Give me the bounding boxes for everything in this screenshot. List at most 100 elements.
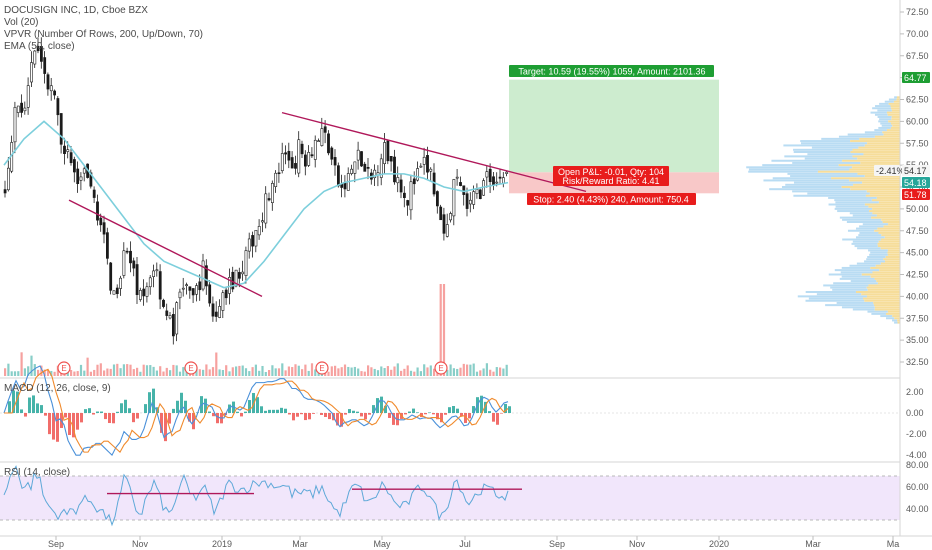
macd-histogram-bar xyxy=(452,406,455,413)
volume-bar xyxy=(330,366,333,376)
vpvr-row-up xyxy=(894,96,897,99)
macd-histogram-bar xyxy=(168,413,171,424)
vpvr-row-down xyxy=(864,203,900,206)
volume-bar xyxy=(159,366,162,376)
vpvr-row-down xyxy=(869,210,900,213)
vpvr-row-down xyxy=(877,227,900,230)
macd-histogram-bar xyxy=(112,413,115,424)
time-tick-label: Nov xyxy=(132,539,149,549)
volume-bar xyxy=(406,365,409,376)
macd-histogram-bar xyxy=(8,401,11,413)
macd-histogram-bar xyxy=(284,408,287,413)
candle-body xyxy=(323,126,327,133)
vpvr-row-down xyxy=(872,207,900,210)
macd-tick-label: 0.00 xyxy=(906,408,924,418)
indicator-ema[interactable]: EMA (50, close) xyxy=(4,41,75,52)
volume-bar xyxy=(489,369,492,376)
target-zone[interactable] xyxy=(509,79,719,173)
price-tag-label: 54.17 xyxy=(904,166,927,176)
vpvr-row-down xyxy=(894,317,900,320)
vpvr-row-up xyxy=(839,277,875,280)
time-axis[interactable]: Sep Nov 2019 Mar May Jul Sep Nov 2020 Mar Ma xyxy=(48,536,899,549)
vpvr-row-up xyxy=(811,146,859,149)
vpvr-row-up xyxy=(874,129,887,132)
macd-histogram-bar xyxy=(48,413,51,435)
candle-body xyxy=(366,167,370,169)
vpvr-row-up xyxy=(864,260,886,263)
candle-body xyxy=(270,183,274,203)
candle-body xyxy=(310,154,314,157)
vpvr-row-up xyxy=(748,168,850,171)
volume-bar xyxy=(122,364,125,376)
candle-body xyxy=(254,230,258,247)
candle-body xyxy=(498,176,502,179)
vpvr-row-up xyxy=(870,111,887,114)
candle-body xyxy=(112,290,116,295)
vpvr-row-down xyxy=(880,238,900,241)
volume-bar xyxy=(86,357,89,376)
macd-histogram-bar xyxy=(416,412,419,413)
volume-bar xyxy=(268,370,271,376)
volume-bar xyxy=(20,352,23,376)
rsi-label[interactable]: RSI (14, close) xyxy=(4,467,70,478)
vpvr-row-up xyxy=(877,116,892,118)
volume-bar xyxy=(310,363,314,376)
macd-label[interactable]: MACD (12, 26, close, 9) xyxy=(4,383,111,394)
volume-bar xyxy=(43,369,46,376)
volume-bar xyxy=(221,370,224,376)
candle-body xyxy=(142,288,146,297)
macd-histogram-bar xyxy=(292,413,295,421)
vpvr-row-up xyxy=(870,251,888,254)
macd-histogram-bar xyxy=(256,397,259,413)
candle-body xyxy=(162,299,165,307)
macd-histogram-bar xyxy=(444,413,447,415)
vpvr-row-up xyxy=(793,151,851,153)
macd-line xyxy=(3,365,509,457)
vpvr-row-up xyxy=(856,227,878,230)
vpvr-row-up xyxy=(842,218,882,221)
rsi-axis[interactable]: 80.00 60.00 40.00 xyxy=(906,460,929,514)
macd-histogram-bar xyxy=(276,409,279,413)
macd-histogram-bar xyxy=(424,413,427,415)
vpvr-row-down xyxy=(868,205,900,208)
candle-body xyxy=(247,238,251,252)
volume-bar xyxy=(261,365,264,376)
indicator-volume[interactable]: Vol (20) xyxy=(4,17,38,28)
vpvr-row-down xyxy=(852,148,900,151)
vpvr-row-down xyxy=(897,319,900,322)
vpvr-row-down xyxy=(868,284,900,287)
candle-body xyxy=(238,272,241,279)
macd-histogram-bar xyxy=(484,401,487,413)
macd-histogram-bar xyxy=(304,413,307,421)
candle-body xyxy=(406,200,410,206)
macd-histogram-bar xyxy=(188,413,191,422)
symbol-title[interactable]: DOCUSIGN INC, 1D, Cboe BZX xyxy=(4,5,148,16)
volume-bar xyxy=(53,371,56,376)
macd-histogram-bar xyxy=(272,409,275,413)
vpvr-row-down xyxy=(874,306,900,309)
vpvr-row-up xyxy=(867,256,886,258)
candle-body xyxy=(445,224,449,237)
vpvr-row-up xyxy=(868,249,888,252)
volume-bar xyxy=(109,368,112,376)
vpvr-row-down xyxy=(869,192,900,195)
macd-axis[interactable]: 2.00 0.00 -2.00 -4.00 xyxy=(906,387,927,460)
macd-histogram-bar xyxy=(44,413,47,416)
macd-histogram-bar xyxy=(504,403,507,413)
vpvr-row-up xyxy=(850,280,877,283)
vpvr-row-up xyxy=(825,304,874,307)
indicator-vpvr[interactable]: VPVR (Number Of Rows, 200, Up/Down, 70) xyxy=(4,29,203,40)
volume-bar xyxy=(198,369,201,376)
vpvr-row-up xyxy=(840,271,873,274)
volume-bar xyxy=(396,363,399,376)
trendlines[interactable] xyxy=(68,111,587,298)
time-tick-label: Ma xyxy=(887,539,900,549)
candle-body xyxy=(290,157,294,169)
vpvr-row-down xyxy=(866,295,900,298)
vpvr-row-up xyxy=(846,221,883,223)
volume-bar xyxy=(208,369,211,376)
vpvr-row-up xyxy=(748,170,818,173)
vpvr-row-down xyxy=(874,277,900,280)
